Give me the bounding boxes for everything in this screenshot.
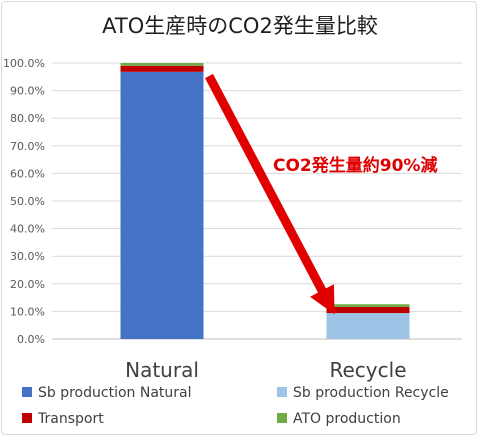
bar-segment (326, 306, 410, 314)
y-tick-label: 50.0% (10, 195, 45, 208)
x-category-label: Natural (125, 358, 199, 382)
legend-label: Transport (37, 411, 104, 427)
y-axis-ticks: 0.0% 10.0% 20.0% 30.0% 40.0% 50.0% 60.0% 70.0% 8… (3, 57, 45, 346)
reduction-annotation: CO2発生量約90%減 (273, 155, 437, 176)
x-axis-categories: Natural Recycle (125, 358, 406, 382)
y-tick-label: 80.0% (10, 112, 45, 125)
legend-swatch (277, 387, 287, 397)
legend-swatch (277, 413, 287, 423)
y-tick-label: 20.0% (10, 278, 45, 291)
y-tick-label: 100.0% (3, 57, 45, 70)
legend-swatch (22, 387, 32, 397)
chart-title: ATO生産時のCO2発生量比較 (102, 14, 378, 38)
x-category-label: Recycle (330, 358, 407, 382)
legend: Sb production Natural Sb production Recyc… (22, 385, 449, 427)
reduction-arrow (205, 73, 335, 315)
bar-segment (120, 65, 204, 72)
legend-label: ATO production (293, 411, 401, 427)
y-tick-label: 10.0% (10, 305, 45, 318)
bar-segment (326, 313, 410, 339)
legend-label: Sb production Recycle (293, 385, 449, 401)
y-tick-label: 60.0% (10, 167, 45, 180)
y-tick-label: 90.0% (10, 85, 45, 98)
bars (120, 63, 410, 339)
y-tick-label: 30.0% (10, 250, 45, 263)
bar-segment (326, 304, 410, 307)
y-tick-label: 40.0% (10, 223, 45, 236)
legend-label: Sb production Natural (38, 385, 192, 401)
gridlines (52, 62, 462, 340)
bar-segment (120, 71, 204, 339)
bar-segment (120, 63, 204, 66)
y-tick-label: 0.0% (17, 333, 45, 346)
legend-swatch (22, 413, 32, 423)
y-tick-label: 70.0% (10, 140, 45, 153)
